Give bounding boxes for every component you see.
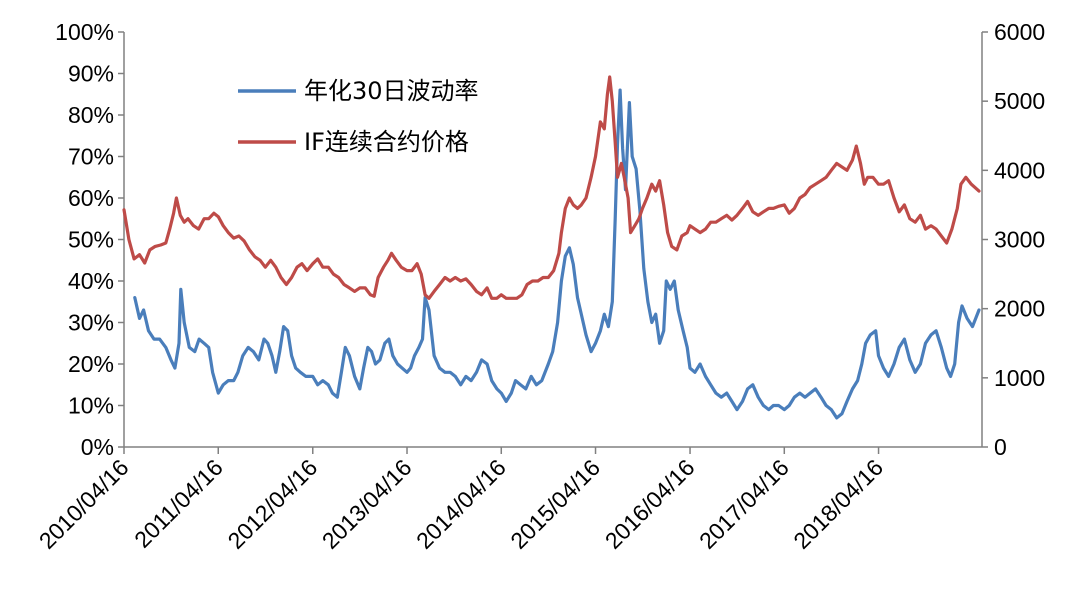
axes: 0% 10% 20% 30% 40% 50% 60% 70% 80% 90% 100% 0 1000 20… [34,19,1045,554]
legend: 年化30日波动率 IF连续合约价格 [238,77,479,156]
y-left-tick-label: 10% [68,393,114,419]
x-tick-label: 2017/04/16 [694,454,794,554]
y-left-tick-label: 100% [55,19,114,45]
y-right-tick-label: 1000 [994,365,1045,391]
series-line-volatility [133,88,981,420]
y-left-tick-label: 50% [68,227,114,253]
y-left-tick-label: 0% [81,434,114,460]
legend-label-if-price: IF连续合约价格 [304,128,469,156]
legend-label-volatility: 年化30日波动率 [304,77,479,105]
y-right-tick-label: 6000 [994,19,1045,45]
x-tick-label: 2015/04/16 [505,454,605,554]
x-tick-label: 2016/04/16 [600,454,700,554]
y-left-tick-label: 60% [68,185,114,211]
y-right-tick-label: 5000 [994,88,1045,114]
y-right-tick-label: 3000 [994,227,1045,253]
y-left-tick-label: 80% [68,102,114,128]
y-left-tick-label: 20% [68,351,114,377]
y-left-tick-label: 40% [68,268,114,294]
y-right-tick-label: 0 [994,434,1007,460]
y-left-tick-label: 90% [68,61,114,87]
x-tick-label: 2013/04/16 [317,454,417,554]
x-tick-label: 2011/04/16 [129,454,228,553]
y-right-tick-label: 2000 [994,296,1045,322]
y-left-tick-label: 30% [68,310,114,336]
x-tick-label: 2010/04/16 [34,454,134,554]
x-tick-label: 2018/04/16 [788,454,888,554]
x-tick-label: 2014/04/16 [411,454,511,554]
y-left-tick-label: 70% [68,144,114,170]
x-tick-label: 2012/04/16 [223,454,323,554]
series-layer [122,75,981,420]
y-right-tick-label: 4000 [994,157,1045,183]
series-line-if-price [122,75,981,300]
